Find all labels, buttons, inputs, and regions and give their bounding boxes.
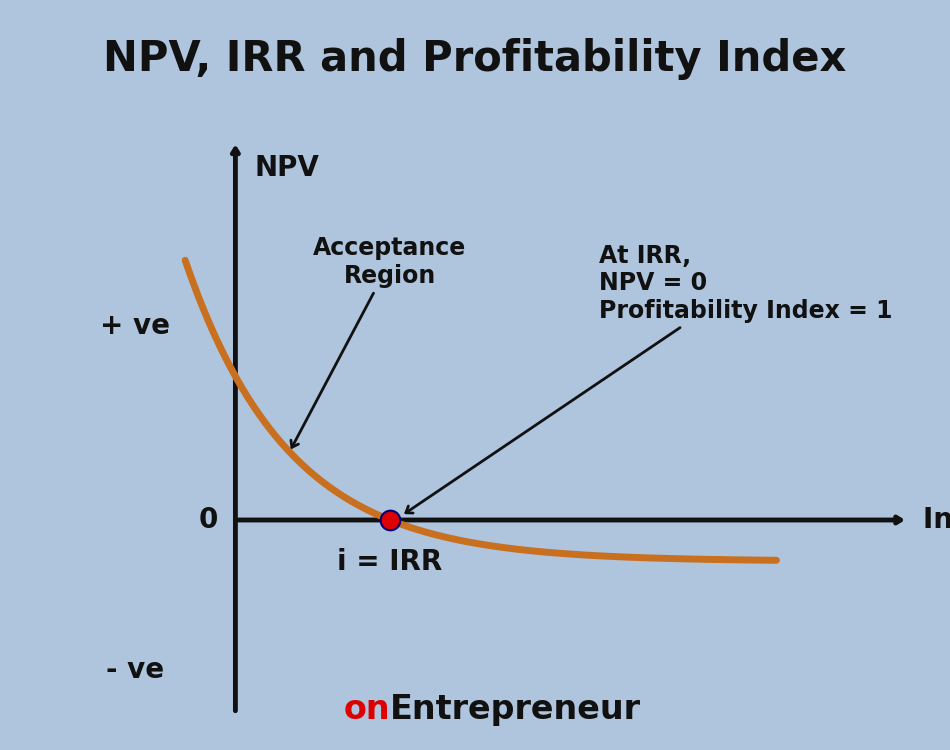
Point <box>383 514 398 526</box>
Text: At IRR,
NPV = 0
Profitability Index = 1: At IRR, NPV = 0 Profitability Index = 1 <box>406 244 892 513</box>
Text: 0: 0 <box>199 506 218 534</box>
Text: i = IRR: i = IRR <box>337 548 443 576</box>
Text: Interest Rate (i): Interest Rate (i) <box>923 506 950 534</box>
Text: NPV, IRR and Profitability Index: NPV, IRR and Profitability Index <box>104 38 846 80</box>
Text: Entrepreneur: Entrepreneur <box>390 693 641 726</box>
Text: NPV: NPV <box>255 154 319 182</box>
Text: + ve: + ve <box>100 313 170 340</box>
Text: Acceptance
Region: Acceptance Region <box>291 236 466 447</box>
Text: on: on <box>343 693 390 726</box>
Text: - ve: - ve <box>105 656 164 685</box>
